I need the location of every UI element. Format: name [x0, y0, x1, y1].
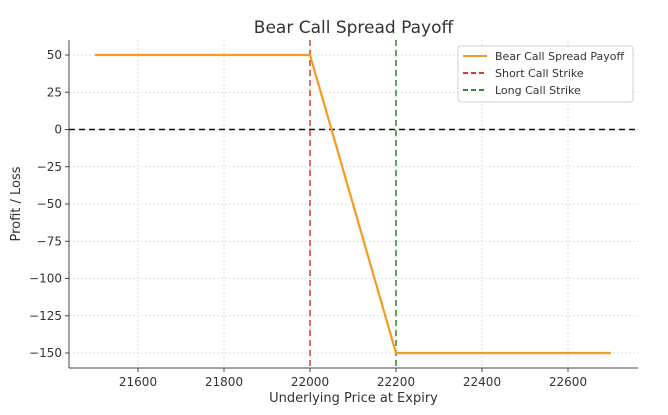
- x-tick-label: 21600: [119, 375, 157, 389]
- x-axis-label: Underlying Price at Expiry: [269, 391, 438, 406]
- legend-item-long-call-label: Long Call Strike: [495, 84, 581, 97]
- legend-item-short-call-label: Short Call Strike: [495, 67, 584, 80]
- x-tick-label: 22400: [463, 375, 501, 389]
- y-tick-label: 0: [54, 123, 62, 137]
- y-tick-label: 25: [47, 85, 62, 99]
- y-tick-label: −25: [37, 160, 62, 174]
- y-tick-label: 50: [47, 48, 62, 62]
- payoff-line: [95, 53, 611, 355]
- x-tick-label: 22000: [291, 375, 329, 389]
- y-tick-label: −150: [29, 346, 62, 360]
- legend-box: [457, 45, 634, 103]
- chart-title: Bear Call Spread Payoff: [254, 18, 455, 38]
- y-tick-label: −50: [37, 197, 62, 211]
- x-tick-label: 22600: [549, 375, 587, 389]
- x-tick-label: 21800: [205, 375, 243, 389]
- y-tick-label: −100: [29, 272, 62, 286]
- y-axis-label: Profit / Loss: [9, 166, 24, 241]
- x-tick-label: 22200: [377, 375, 415, 389]
- y-tick-label: −125: [29, 309, 62, 323]
- legend-item-payoff-label: Bear Call Spread Payoff: [495, 50, 624, 63]
- legend: Bear Call Spread Payoff Short Call Strike…: [457, 45, 634, 103]
- y-tick-label: −75: [37, 234, 62, 248]
